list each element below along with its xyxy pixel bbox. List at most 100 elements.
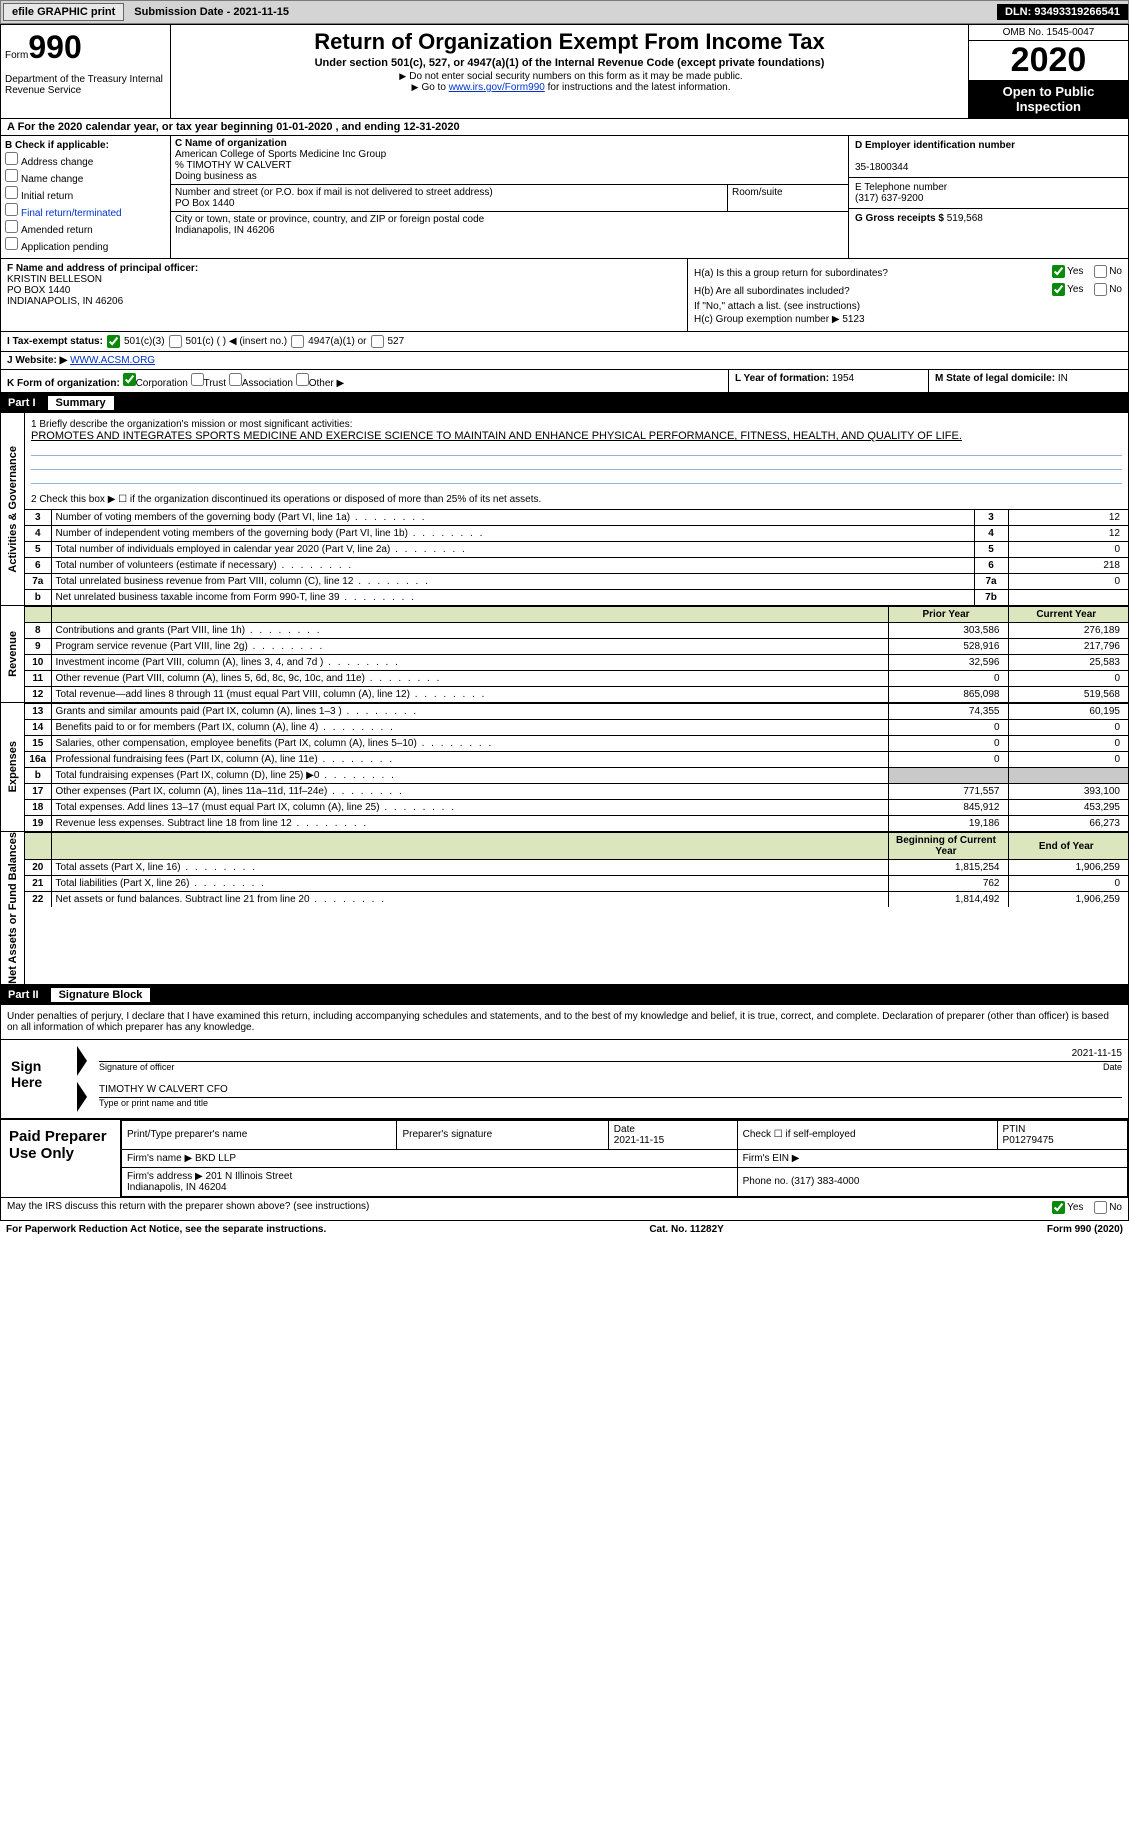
current-year-value: 217,796 bbox=[1008, 639, 1128, 655]
part1-number: Part I bbox=[8, 397, 36, 409]
row-value: 12 bbox=[1008, 526, 1128, 542]
form990-link[interactable]: www.irs.gov/Form990 bbox=[449, 82, 545, 93]
street-value: PO Box 1440 bbox=[175, 198, 234, 209]
opt-corp: Corporation bbox=[136, 378, 188, 389]
officer-addr1: PO BOX 1440 bbox=[7, 285, 70, 296]
row-num: 14 bbox=[25, 720, 51, 736]
submission-date: Submission Date - 2021-11-15 bbox=[126, 4, 297, 20]
firm-phone-label: Phone no. bbox=[743, 1176, 789, 1187]
paid-preparer-block: Paid Preparer Use Only Print/Type prepar… bbox=[0, 1119, 1129, 1198]
current-year-value: 276,189 bbox=[1008, 623, 1128, 639]
mission-label: 1 Briefly describe the organization's mi… bbox=[31, 419, 1122, 430]
year-formation-label: L Year of formation: bbox=[735, 373, 829, 384]
row-num: 6 bbox=[25, 558, 51, 574]
eoy-value: 1,906,259 bbox=[1008, 860, 1128, 876]
boy-value: 762 bbox=[888, 876, 1008, 892]
cb-amended-return[interactable]: Amended return bbox=[5, 220, 166, 236]
efile-print-button[interactable]: efile GRAPHIC print bbox=[3, 3, 124, 21]
row-label: Net assets or fund balances. Subtract li… bbox=[51, 892, 888, 908]
part2-number: Part II bbox=[8, 989, 39, 1001]
cb-final-return[interactable]: Final return/terminated bbox=[5, 203, 166, 219]
care-of: % TIMOTHY W CALVERT bbox=[175, 160, 292, 171]
cb-501c[interactable] bbox=[169, 335, 182, 348]
mission-text: PROMOTES AND INTEGRATES SPORTS MEDICINE … bbox=[31, 430, 1122, 442]
prior-year-value: 0 bbox=[888, 671, 1008, 687]
discuss-no[interactable]: No bbox=[1092, 1201, 1122, 1214]
cb-corporation[interactable] bbox=[123, 373, 136, 386]
cb-other[interactable] bbox=[296, 373, 309, 386]
governance-table: 3 Number of voting members of the govern… bbox=[25, 509, 1128, 605]
prior-year-value: 0 bbox=[888, 720, 1008, 736]
hb-yes[interactable]: Yes bbox=[1050, 283, 1083, 296]
prior-year-value: 865,098 bbox=[888, 687, 1008, 703]
row-box: 5 bbox=[974, 542, 1008, 558]
row-label: Total fundraising expenses (Part IX, col… bbox=[51, 768, 888, 784]
row-num: 21 bbox=[25, 876, 51, 892]
org-name-label: C Name of organization bbox=[175, 138, 287, 149]
room-suite-label: Room/suite bbox=[728, 185, 848, 211]
opt-4947: 4947(a)(1) or bbox=[308, 336, 366, 347]
form-number: 990 bbox=[28, 29, 81, 65]
row-num: 19 bbox=[25, 816, 51, 832]
cb-trust[interactable] bbox=[191, 373, 204, 386]
side-label-revenue: Revenue bbox=[1, 606, 25, 702]
row-num: 17 bbox=[25, 784, 51, 800]
opt-527: 527 bbox=[388, 336, 405, 347]
row-num: 11 bbox=[25, 671, 51, 687]
opt-501c: 501(c) ( ) ◀ (insert no.) bbox=[186, 336, 288, 347]
row-num: 13 bbox=[25, 704, 51, 720]
ha-yes[interactable]: Yes bbox=[1050, 265, 1083, 278]
netassets-table: Beginning of Current YearEnd of Year20 T… bbox=[25, 832, 1128, 907]
website-link[interactable]: WWW.ACSM.ORG bbox=[70, 355, 155, 366]
row-label: Total expenses. Add lines 13–17 (must eq… bbox=[51, 800, 888, 816]
row-box: 7a bbox=[974, 574, 1008, 590]
officer-group-row: F Name and address of principal officer:… bbox=[0, 259, 1129, 332]
row-num: 16a bbox=[25, 752, 51, 768]
public-inspection-label: Open to Public Inspection bbox=[969, 80, 1128, 118]
row-label: Program service revenue (Part VIII, line… bbox=[51, 639, 888, 655]
page-footer: For Paperwork Reduction Act Notice, see … bbox=[0, 1221, 1129, 1238]
dln-label: DLN: 93493319266541 bbox=[997, 4, 1128, 20]
row-box: 6 bbox=[974, 558, 1008, 574]
form-header: Form990 Department of the Treasury Inter… bbox=[0, 24, 1129, 119]
gross-receipts-value: 519,568 bbox=[947, 213, 983, 224]
form-title-box: Return of Organization Exempt From Incom… bbox=[171, 25, 968, 118]
org-name: American College of Sports Medicine Inc … bbox=[175, 149, 386, 160]
cb-4947[interactable] bbox=[291, 335, 304, 348]
discuss-yes[interactable]: Yes bbox=[1050, 1201, 1083, 1214]
cb-address-change[interactable]: Address change bbox=[5, 152, 166, 168]
row-label: Professional fundraising fees (Part IX, … bbox=[51, 752, 888, 768]
side-label-netassets: Net Assets or Fund Balances bbox=[1, 832, 25, 984]
row-box: 7b bbox=[974, 590, 1008, 606]
cb-527[interactable] bbox=[371, 335, 384, 348]
boy-value: 1,815,254 bbox=[888, 860, 1008, 876]
line-i-tax-status: I Tax-exempt status: 501(c)(3) 501(c) ( … bbox=[0, 332, 1129, 352]
ha-no[interactable]: No bbox=[1092, 265, 1122, 278]
section-f-officer: F Name and address of principal officer:… bbox=[1, 259, 688, 331]
row-num: 10 bbox=[25, 655, 51, 671]
mission-block: 1 Briefly describe the organization's mi… bbox=[25, 413, 1128, 490]
cb-association[interactable] bbox=[229, 373, 242, 386]
prior-year-value: 74,355 bbox=[888, 704, 1008, 720]
cb-initial-return[interactable]: Initial return bbox=[5, 186, 166, 202]
side-label-expenses: Expenses bbox=[1, 703, 25, 831]
part1-netassets: Net Assets or Fund Balances Beginning of… bbox=[0, 832, 1129, 985]
cb-name-change[interactable]: Name change bbox=[5, 169, 166, 185]
part2-header: Part II Signature Block bbox=[0, 985, 1129, 1005]
cb-application-pending[interactable]: Application pending bbox=[5, 237, 166, 253]
ha-label: H(a) Is this a group return for subordin… bbox=[694, 268, 888, 279]
prep-date-label: Date bbox=[614, 1124, 635, 1135]
col-b-checkboxes: B Check if applicable: Address change Na… bbox=[1, 136, 171, 258]
firm-addr-label: Firm's address ▶ bbox=[127, 1171, 203, 1182]
row-num: 18 bbox=[25, 800, 51, 816]
row-label: Contributions and grants (Part VIII, lin… bbox=[51, 623, 888, 639]
department-label: Department of the Treasury Internal Reve… bbox=[5, 74, 166, 96]
row-label: Benefits paid to or for members (Part IX… bbox=[51, 720, 888, 736]
sig-officer-label: Signature of officer bbox=[99, 1062, 1103, 1072]
discuss-row: May the IRS discuss this return with the… bbox=[0, 1198, 1129, 1221]
col-c-org-info: C Name of organization American College … bbox=[171, 136, 848, 258]
row-label: Other revenue (Part VIII, column (A), li… bbox=[51, 671, 888, 687]
hb-no[interactable]: No bbox=[1092, 283, 1122, 296]
cb-501c3[interactable] bbox=[107, 335, 120, 348]
hc-label: H(c) Group exemption number bbox=[694, 314, 829, 325]
